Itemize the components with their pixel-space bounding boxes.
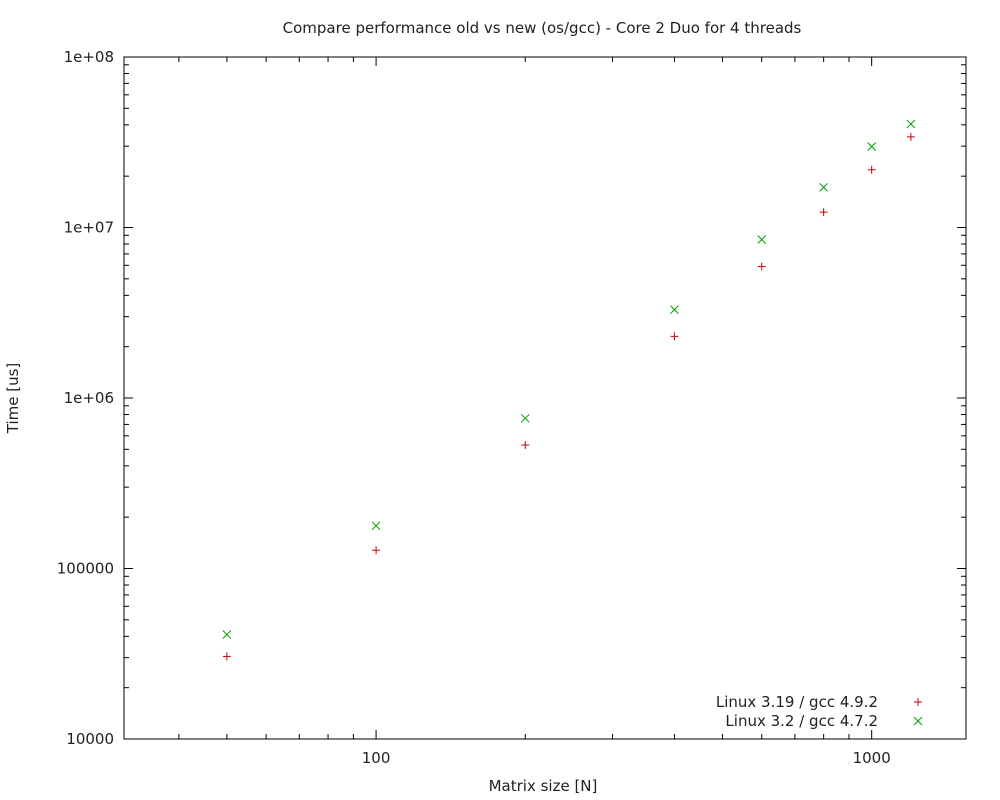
data-point <box>521 441 530 450</box>
data-point <box>222 630 232 639</box>
x-tick-label: 1000 <box>853 749 891 767</box>
data-point <box>819 208 828 217</box>
y-axis-label: Time [us] <box>4 363 22 435</box>
data-point <box>906 119 916 129</box>
data-point <box>371 521 381 531</box>
y-tick-label: 1e+08 <box>64 48 114 66</box>
data-point <box>819 182 828 192</box>
legend-entry-marker <box>913 716 923 726</box>
x-axis-label: Matrix size [N] <box>489 777 598 795</box>
y-tick-label: 1e+07 <box>64 219 114 237</box>
chart-title: Compare performance old vs new (os/gcc) … <box>283 19 802 37</box>
legend-entry-label: Linux 3.19 / gcc 4.9.2 <box>716 693 878 711</box>
series-1 <box>222 132 915 661</box>
y-tick-label: 1e+06 <box>64 389 114 407</box>
data-point <box>867 165 876 174</box>
data-points <box>222 119 916 661</box>
axis-tick-labels: 100 1000 10000 100000 1e+06 1e+07 1e+08 <box>57 48 891 767</box>
data-point <box>757 235 767 244</box>
data-point <box>670 332 679 341</box>
data-point <box>222 652 231 661</box>
legend-entry-label: Linux 3.2 / gcc 4.7.2 <box>725 712 878 730</box>
data-point <box>670 305 679 314</box>
axis-ticks <box>124 56 966 740</box>
data-point <box>372 546 381 555</box>
y-tick-label: 10000 <box>66 730 114 748</box>
legend-entry-marker <box>914 698 922 706</box>
x-tick-label: 100 <box>362 749 391 767</box>
plot-area-frame <box>123 56 967 740</box>
series-2 <box>222 119 916 639</box>
data-point <box>867 142 877 151</box>
data-point <box>906 132 915 141</box>
data-point <box>520 413 530 423</box>
y-tick-label: 100000 <box>57 560 114 578</box>
data-point <box>757 262 766 271</box>
